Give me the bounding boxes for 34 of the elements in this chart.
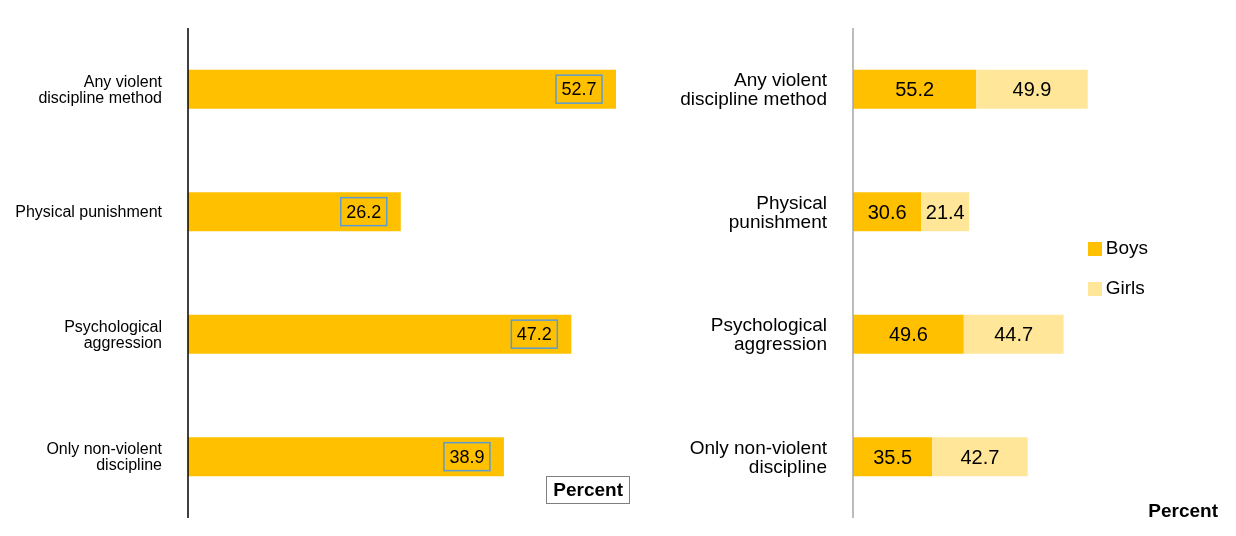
data-label: 38.9 [449, 446, 485, 467]
data-label: 44.7 [994, 323, 1034, 346]
y-tick-label: Only non-violent discipline [689, 436, 828, 477]
bar [963, 314, 1064, 354]
data-label: 52.7 [561, 79, 597, 100]
y-tick-label: Physical punishment [728, 191, 828, 232]
y-tick-label: Physical punishment [15, 203, 163, 221]
data-label: 30.6 [867, 200, 907, 223]
legend-label: Girls [1105, 277, 1145, 298]
annotation: Percent [546, 476, 630, 504]
data-label: 26.2 [346, 201, 382, 222]
data-label: 49.6 [888, 323, 928, 346]
y-tick-label: Any violent discipline method [680, 69, 828, 110]
bar [853, 437, 933, 477]
data-label: 42.7 [960, 445, 1000, 468]
bar [976, 69, 1088, 109]
legend-label: Boys [1105, 237, 1148, 258]
data-label: 47.2 [516, 324, 552, 345]
bar [853, 314, 964, 354]
data-label: 49.9 [1012, 78, 1052, 101]
y-tick-label: Only non-violent discipline [46, 440, 163, 474]
y-tick-label: Any violent discipline method [38, 72, 163, 106]
bar [188, 437, 504, 477]
bar [188, 192, 401, 232]
bar [932, 437, 1028, 477]
y-tick-label: Psychological aggression [710, 314, 827, 355]
text: Percent [1147, 499, 1219, 523]
bar [853, 69, 977, 109]
y-tick-label: Psychological aggression [64, 317, 162, 351]
bar [188, 69, 616, 109]
data-label: 35.5 [873, 445, 913, 468]
data-label: 21.4 [925, 200, 965, 223]
bar [188, 314, 572, 354]
data-label: 55.2 [895, 78, 935, 101]
